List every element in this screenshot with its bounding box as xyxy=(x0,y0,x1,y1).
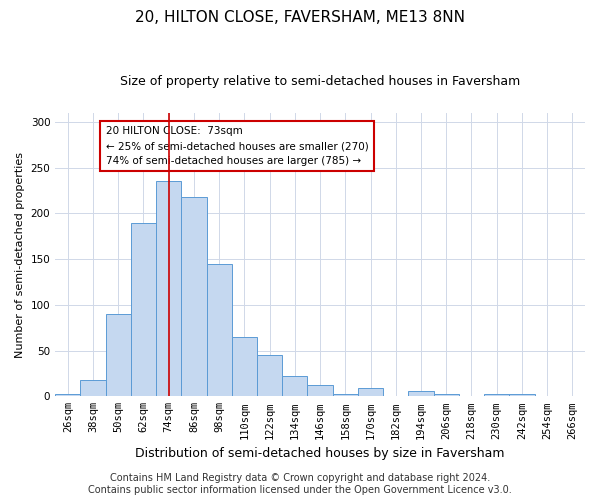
Bar xyxy=(282,376,307,396)
Bar xyxy=(484,394,509,396)
Bar xyxy=(232,337,257,396)
Bar xyxy=(80,380,106,396)
Bar xyxy=(131,222,156,396)
Bar xyxy=(106,314,131,396)
Bar xyxy=(358,388,383,396)
X-axis label: Distribution of semi-detached houses by size in Faversham: Distribution of semi-detached houses by … xyxy=(136,447,505,460)
Bar xyxy=(156,182,181,396)
Text: 20 HILTON CLOSE:  73sqm
← 25% of semi-detached houses are smaller (270)
74% of s: 20 HILTON CLOSE: 73sqm ← 25% of semi-det… xyxy=(106,126,368,166)
Bar xyxy=(307,386,332,396)
Bar xyxy=(55,394,80,396)
Bar xyxy=(434,394,459,396)
Y-axis label: Number of semi-detached properties: Number of semi-detached properties xyxy=(15,152,25,358)
Bar xyxy=(509,394,535,396)
Bar xyxy=(332,394,358,396)
Text: 20, HILTON CLOSE, FAVERSHAM, ME13 8NN: 20, HILTON CLOSE, FAVERSHAM, ME13 8NN xyxy=(135,10,465,25)
Bar xyxy=(206,264,232,396)
Title: Size of property relative to semi-detached houses in Faversham: Size of property relative to semi-detach… xyxy=(120,75,520,88)
Text: Contains HM Land Registry data © Crown copyright and database right 2024.
Contai: Contains HM Land Registry data © Crown c… xyxy=(88,474,512,495)
Bar xyxy=(181,197,206,396)
Bar xyxy=(409,391,434,396)
Bar xyxy=(257,355,282,397)
